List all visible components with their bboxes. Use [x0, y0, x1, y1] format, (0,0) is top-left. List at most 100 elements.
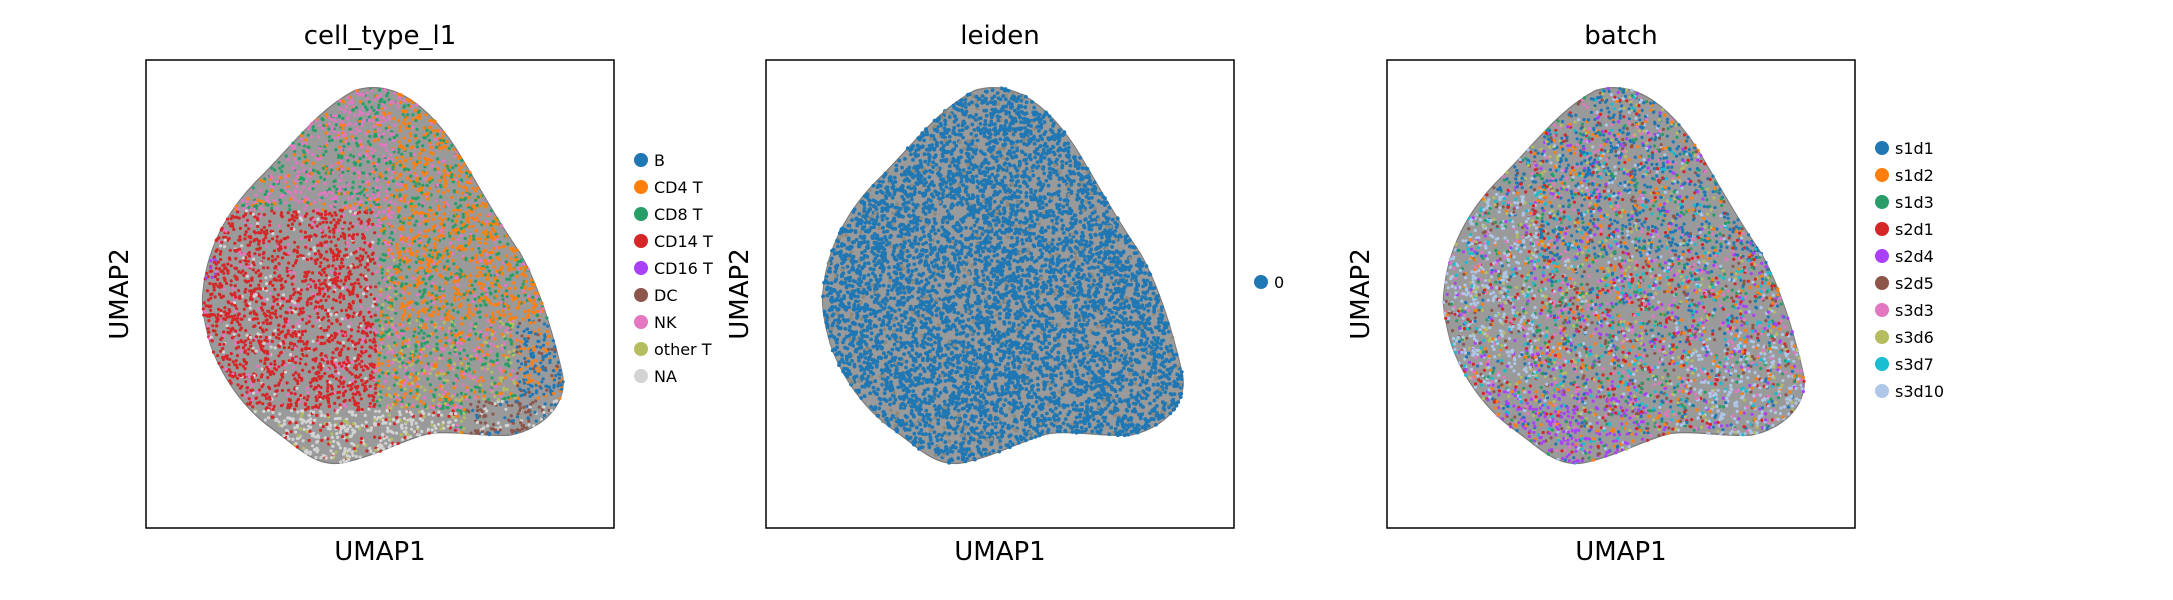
cell-point [333, 334, 337, 338]
cell-point [399, 433, 403, 437]
cell-point [430, 423, 434, 427]
cell-point [537, 372, 541, 376]
cell-point [550, 347, 554, 351]
cell-point [443, 217, 447, 221]
cell-point [427, 138, 431, 142]
cell-point [247, 397, 251, 401]
cell-point [360, 408, 364, 412]
cell-point [371, 192, 375, 196]
cell-point [275, 315, 279, 319]
cell-point [435, 157, 440, 161]
cell-point [301, 368, 305, 372]
cell-point [346, 167, 350, 171]
cell-point [344, 105, 348, 109]
cell-point [338, 99, 342, 103]
cell-point [437, 207, 441, 211]
cell-point [273, 392, 277, 396]
cell-point [415, 103, 419, 107]
cell-point [252, 257, 256, 261]
cell-point [526, 336, 530, 340]
cell-point [410, 241, 414, 245]
cell-point [497, 382, 501, 386]
cell-point [348, 292, 352, 297]
cell-point [542, 392, 546, 396]
cell-point [319, 423, 323, 427]
cell-point [398, 125, 402, 129]
cell-point [359, 324, 363, 328]
cell-point [450, 173, 454, 177]
cell-point [323, 267, 327, 271]
cell-point [209, 292, 213, 296]
cell-point [219, 249, 223, 254]
cell-point [295, 445, 299, 449]
cell-point [425, 257, 429, 261]
cell-point [348, 236, 352, 240]
cell-point [243, 259, 248, 263]
cell-point [454, 276, 458, 280]
cell-point [489, 388, 493, 392]
cell-point [527, 318, 531, 322]
cell-point [337, 330, 341, 334]
cell-point [271, 410, 275, 414]
cell-point [346, 191, 350, 195]
cell-point [292, 287, 296, 291]
cell-point [326, 286, 330, 290]
cell-point [351, 422, 355, 426]
cell-point [323, 191, 327, 195]
cell-point [343, 200, 348, 205]
cell-point [503, 396, 507, 401]
cell-point [488, 401, 492, 405]
cell-point [482, 426, 486, 430]
cell-point [315, 440, 319, 444]
cell-point [374, 285, 378, 289]
cell-point [416, 233, 421, 237]
cell-point [462, 416, 466, 420]
cell-point [352, 356, 357, 360]
cell-point [273, 346, 277, 350]
cell-point [413, 171, 417, 175]
cell-point [428, 119, 432, 123]
cell-point [242, 372, 246, 376]
cell-point [407, 341, 411, 345]
cell-point [377, 106, 381, 110]
cell-point [277, 323, 281, 327]
cell-point [221, 357, 225, 362]
cell-point [527, 313, 531, 317]
cell-point [242, 252, 246, 256]
cell-point [280, 194, 284, 198]
cell-point [260, 228, 264, 232]
cell-point [271, 283, 275, 287]
cell-point [450, 245, 454, 249]
cell-point [205, 271, 209, 275]
cell-point [484, 292, 488, 297]
cell-point [356, 444, 360, 448]
cell-point [548, 358, 552, 362]
cell-point [286, 323, 290, 327]
cell-point [336, 237, 340, 241]
cell-point [294, 430, 298, 434]
cell-point [405, 237, 409, 241]
cell-point [438, 326, 442, 330]
cell-point [519, 406, 523, 410]
cell-point [376, 318, 380, 322]
cell-point [347, 410, 351, 414]
cell-point [264, 282, 269, 286]
cell-point [325, 220, 329, 224]
cell-point [486, 353, 490, 357]
cell-point [517, 345, 521, 349]
cell-point [228, 309, 232, 313]
cell-point [331, 444, 335, 448]
cell-point [468, 259, 472, 263]
cell-point [462, 229, 466, 233]
cell-point [267, 395, 271, 399]
cell-point [466, 216, 470, 220]
cell-point [516, 396, 520, 400]
cell-point [348, 122, 352, 126]
cell-point [243, 220, 247, 224]
cell-point [299, 288, 303, 292]
cell-point [364, 206, 368, 210]
cell-point [298, 417, 302, 421]
cell-point [478, 241, 482, 245]
cell-point [367, 407, 371, 411]
cell-point [429, 121, 433, 126]
